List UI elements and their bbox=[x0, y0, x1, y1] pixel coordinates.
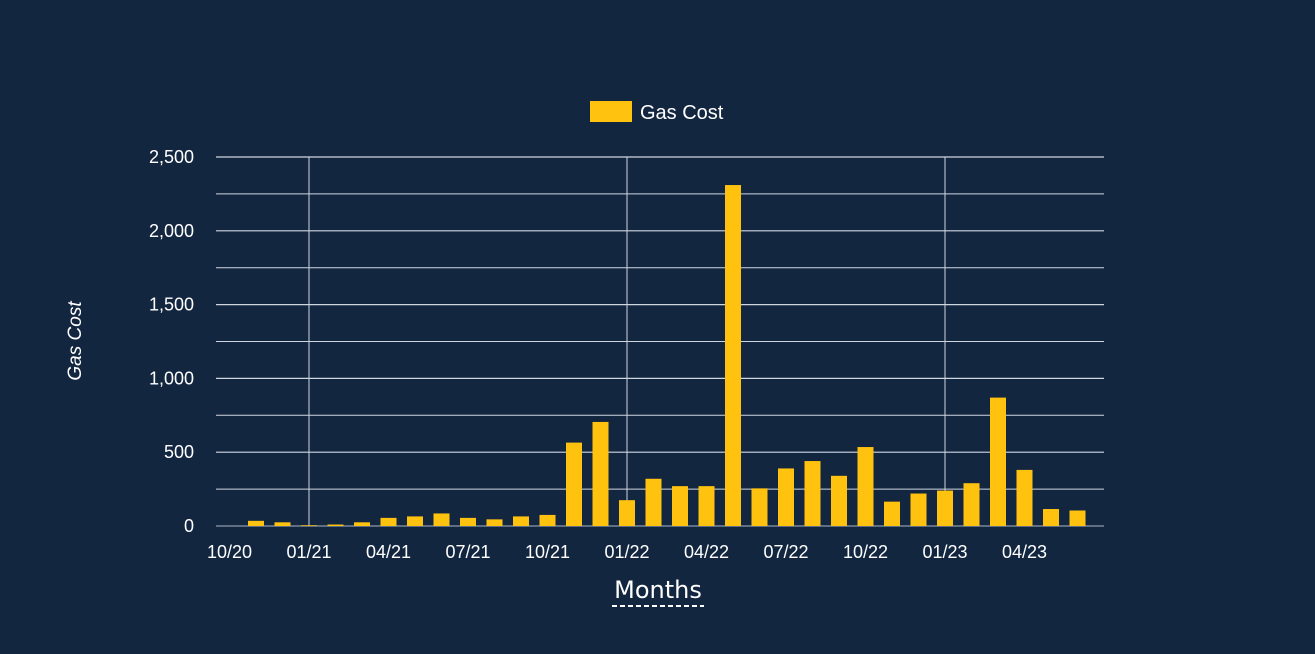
bar-10-21[interactable] bbox=[539, 514, 556, 526]
y-tick-label: 2,000 bbox=[149, 221, 194, 241]
bar-02-23[interactable] bbox=[963, 483, 980, 526]
bar-08-22[interactable] bbox=[804, 461, 821, 526]
bar-11-20[interactable] bbox=[248, 520, 264, 526]
bar-12-20[interactable] bbox=[274, 522, 291, 526]
bar-02-21[interactable] bbox=[327, 524, 344, 526]
bar-10-22[interactable] bbox=[857, 447, 874, 526]
bar-03-23[interactable] bbox=[990, 397, 1006, 526]
x-tick-label: 10/20 bbox=[207, 542, 252, 562]
y-tick-label: 1,500 bbox=[149, 295, 194, 315]
x-tick-label: 01/23 bbox=[922, 542, 967, 562]
bar-04-21[interactable] bbox=[380, 517, 397, 526]
y-tick-label: 2,500 bbox=[149, 147, 194, 167]
y-tick-label: 0 bbox=[184, 516, 194, 536]
bar-03-21[interactable] bbox=[354, 522, 370, 526]
x-tick-label: 01/22 bbox=[604, 542, 649, 562]
bar-11-22[interactable] bbox=[884, 501, 900, 526]
y-tick-label: 500 bbox=[164, 442, 194, 462]
x-tick-label: 07/22 bbox=[763, 542, 808, 562]
bar-07-21[interactable] bbox=[460, 517, 476, 526]
bar-01-21[interactable] bbox=[301, 525, 317, 526]
bar-09-21[interactable] bbox=[513, 516, 529, 526]
legend-swatch bbox=[590, 101, 632, 122]
x-axis-ticks: 10/20 01/21 04/21 07/21 10/21 01/22 04/22 07/22… bbox=[207, 542, 1047, 562]
bar-12-21[interactable] bbox=[592, 421, 609, 526]
bar-04-23[interactable] bbox=[1016, 469, 1033, 526]
bar-03-22[interactable] bbox=[672, 486, 688, 526]
bar-01-23[interactable] bbox=[937, 490, 953, 526]
x-tick-label: 04/23 bbox=[1002, 542, 1047, 562]
x-tick-label: 04/21 bbox=[366, 542, 411, 562]
bar-06-23[interactable] bbox=[1069, 510, 1086, 526]
bar-04-22[interactable] bbox=[698, 486, 715, 526]
vertical-gridlines bbox=[308, 157, 946, 526]
bar-08-21[interactable] bbox=[486, 519, 503, 526]
horizontal-gridlines bbox=[216, 156, 1104, 527]
bars bbox=[248, 185, 1086, 526]
bar-02-22[interactable] bbox=[645, 478, 662, 526]
bar-01-22[interactable] bbox=[619, 500, 635, 526]
y-axis-ticks: 0 500 1,000 1,500 2,000 2,500 bbox=[149, 147, 194, 536]
y-axis-label: Gas Cost bbox=[65, 301, 86, 381]
x-axis-label: Months bbox=[614, 576, 702, 604]
bar-05-23[interactable] bbox=[1043, 509, 1059, 526]
x-tick-label: 10/21 bbox=[525, 542, 570, 562]
bar-06-21[interactable] bbox=[433, 513, 450, 526]
x-tick-label: 10/22 bbox=[843, 542, 888, 562]
bar-06-22[interactable] bbox=[751, 488, 768, 526]
bar-05-21[interactable] bbox=[407, 516, 423, 526]
y-tick-label: 1,000 bbox=[149, 368, 194, 388]
legend-label: Gas Cost bbox=[640, 102, 724, 124]
bar-12-22[interactable] bbox=[910, 493, 927, 526]
bar-09-22[interactable] bbox=[831, 475, 847, 526]
x-tick-label: 04/22 bbox=[684, 542, 729, 562]
legend[interactable]: Gas Cost bbox=[590, 101, 724, 124]
bar-11-21[interactable] bbox=[566, 442, 582, 526]
bar-07-22[interactable] bbox=[778, 468, 794, 526]
bar-05-22[interactable] bbox=[725, 185, 741, 526]
x-tick-label: 01/21 bbox=[286, 542, 331, 562]
x-tick-label: 07/21 bbox=[445, 542, 490, 562]
